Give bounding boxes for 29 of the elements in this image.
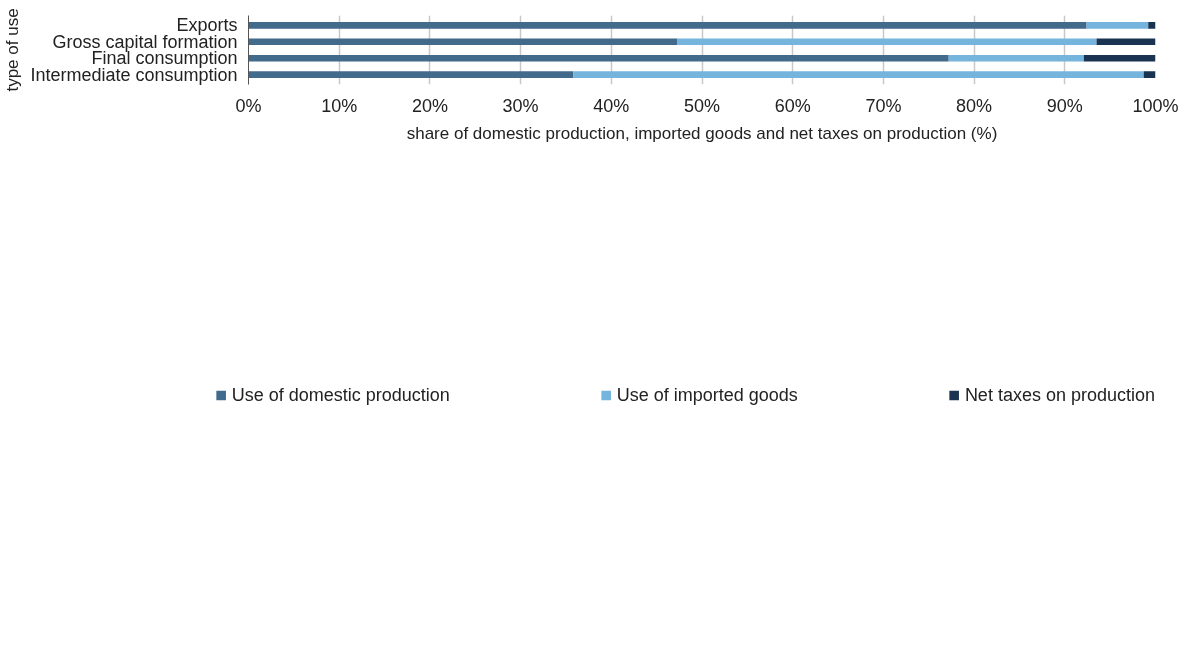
bar bbox=[248, 54, 949, 62]
legend-label: Net taxes on production bbox=[964, 384, 1155, 406]
x-tick-label: 80% bbox=[956, 95, 993, 116]
x-tick-label: 90% bbox=[1046, 95, 1083, 116]
bar bbox=[248, 38, 678, 46]
bar bbox=[248, 22, 1087, 29]
bar bbox=[1083, 54, 1156, 62]
legend-label: Use of domestic production bbox=[231, 384, 450, 406]
bar bbox=[948, 54, 1084, 62]
x-tick-label: 100% bbox=[1132, 95, 1179, 116]
y-axis-title: type of use bbox=[3, 8, 23, 92]
x-tick-label: 10% bbox=[321, 95, 358, 116]
x-tick-label: 20% bbox=[411, 95, 448, 116]
x-tick-label: 60% bbox=[774, 95, 811, 116]
bar bbox=[1143, 71, 1156, 78]
bar bbox=[1148, 22, 1156, 29]
x-axis-title: share of domestic production, imported goods and net taxes on production (%) bbox=[406, 123, 998, 143]
bar bbox=[248, 71, 574, 78]
x-tick-label: 50% bbox=[683, 95, 721, 116]
y-tick-label: Exports bbox=[176, 15, 238, 36]
bar bbox=[1086, 22, 1149, 29]
x-tick-label: 30% bbox=[502, 95, 539, 116]
bar bbox=[677, 38, 1097, 46]
x-tick-label: 0% bbox=[235, 95, 262, 116]
bar bbox=[1096, 38, 1156, 46]
x-tick-label: 40% bbox=[593, 95, 630, 116]
legend-label: Use of imported goods bbox=[616, 384, 798, 406]
x-tick-label: 70% bbox=[865, 95, 902, 116]
bar bbox=[573, 71, 1144, 78]
